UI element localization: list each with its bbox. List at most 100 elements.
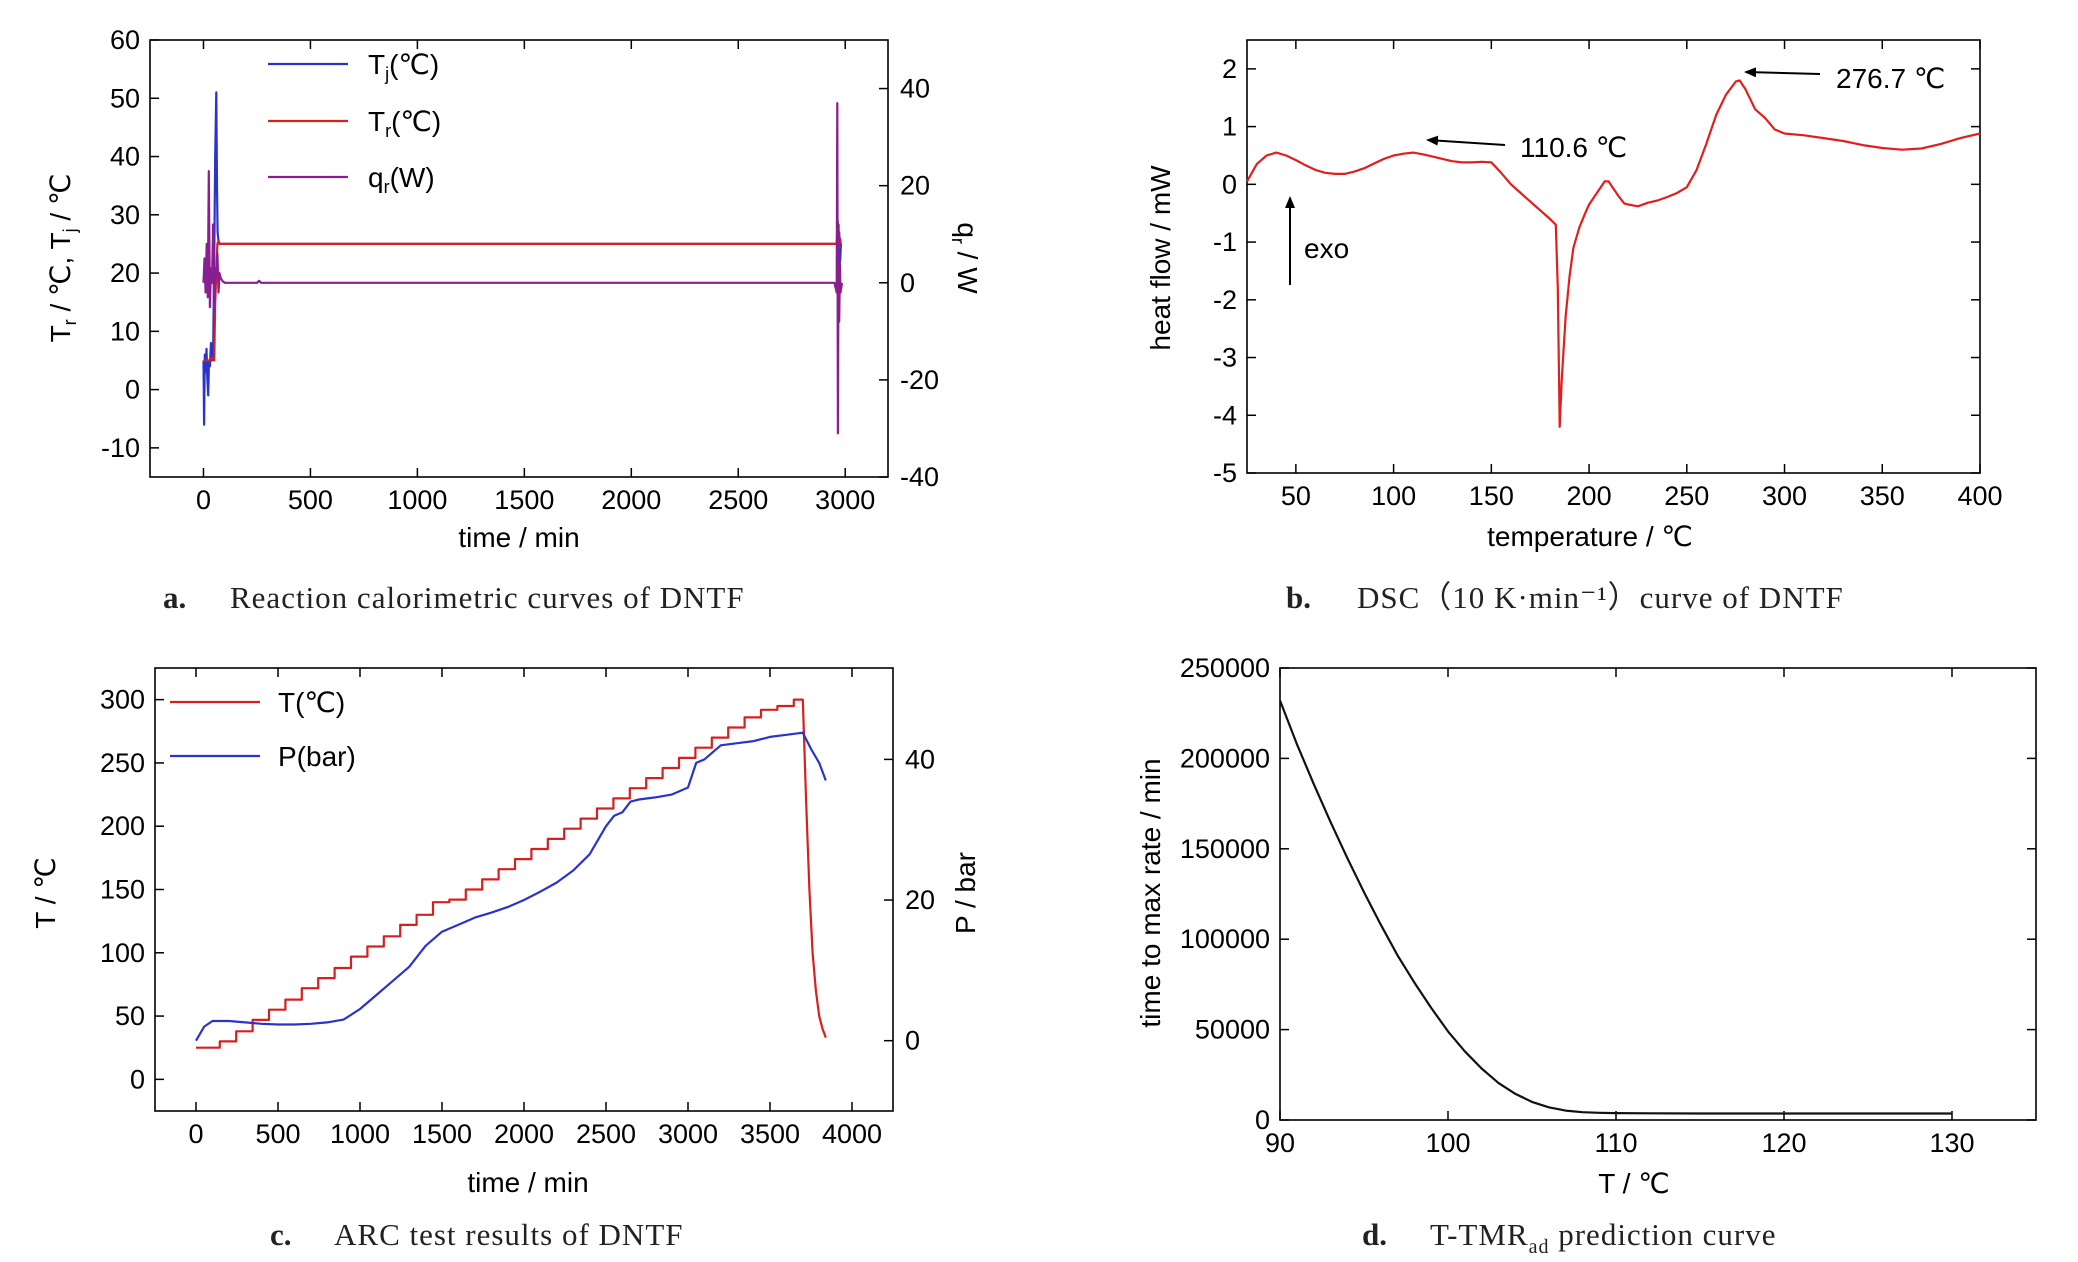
legend-label-tr: Tr(℃) (368, 106, 441, 141)
plot-frame (1246, 39, 1981, 474)
x-tick-label: 2000 (601, 485, 661, 515)
series-group (195, 698, 827, 1049)
x-tick-label: 110 (1594, 1128, 1637, 1158)
caption-letter: b. (1286, 580, 1311, 615)
y-tick-label: 100 (100, 938, 145, 968)
x-tick-label: 120 (1761, 1128, 1806, 1158)
series-line-t (196, 698, 827, 1049)
panel-c: 0 500 1000 1500 2000 2500 3000 3500 400005010015… (30, 667, 981, 1252)
y-tick-label: -10 (101, 433, 140, 463)
series-line-tr (203, 231, 842, 362)
y-tick-label: -2 (1213, 285, 1237, 315)
y-tick-label: 50 (115, 1001, 145, 1031)
x-tick-label: 3500 (740, 1119, 800, 1149)
legend-label-p: P(bar) (278, 741, 356, 772)
y2-tick-label: -20 (900, 365, 939, 395)
series-line-curve (1246, 79, 1981, 428)
annotations: 110.6 ℃ 276.7 ℃ exo (1285, 63, 1945, 285)
x-tick-label: 90 (1265, 1128, 1295, 1158)
series-line-qr-w (202, 102, 844, 435)
series-group (202, 91, 844, 435)
y-axis-label: Tr / ℃, Tj / ℃ (45, 174, 80, 343)
caption: T-TMRad prediction curve (1430, 1217, 1777, 1258)
y-tick-label: 30 (110, 200, 140, 230)
x-tick-label: 1500 (494, 485, 554, 515)
y-tick-label: -1 (1213, 227, 1237, 257)
y-tick-label: 200 (100, 811, 145, 841)
annotation-276: 276.7 ℃ (1836, 63, 1945, 94)
caption: ARC test results of DNTF (334, 1217, 684, 1252)
y-tick-label: -5 (1213, 458, 1237, 488)
x-tick-label: 2000 (494, 1119, 554, 1149)
x-tick-label: 3000 (815, 485, 875, 515)
x-tick-label: 350 (1860, 481, 1905, 511)
legend-label-t: T(℃) (278, 687, 345, 718)
y-tick-label: 0 (1255, 1105, 1270, 1135)
y-tick-label: 60 (110, 25, 140, 55)
x-tick-label: 2500 (708, 485, 768, 515)
x-tick-label: 500 (255, 1119, 300, 1149)
x-tick-label: 0 (188, 1119, 203, 1149)
x-axis-label: time / min (458, 522, 579, 553)
y2-axis-label: P / bar (950, 852, 981, 934)
series-group (1278, 700, 1952, 1115)
y-tick-label: 40 (110, 142, 140, 172)
y2-tick-label: 40 (905, 744, 935, 774)
x-tick-label: 250 (1664, 481, 1709, 511)
y-tick-label: 2 (1222, 54, 1237, 84)
x-tick-label: 4000 (822, 1119, 882, 1149)
x-axis-label: T / ℃ (1598, 1168, 1669, 1199)
x-tick-label: 1000 (330, 1119, 390, 1149)
y-tick-label: 250 (100, 748, 145, 778)
y-axis-label: time to max rate / min (1135, 758, 1166, 1027)
caption-letter: d. (1362, 1217, 1387, 1252)
y2-tick-label: 20 (905, 885, 935, 915)
legend: Tj(℃) Tr(℃) qr(W) (268, 49, 441, 197)
x-tick-label: 100 (1371, 481, 1416, 511)
panel-a: 0 500 1000 1500 2000 2500 3000 -10 0 10 20 30 40 50 60… (45, 25, 983, 615)
series-group (1246, 79, 1981, 428)
series-line-tj (202, 91, 842, 426)
y-tick-label: 150000 (1180, 834, 1270, 864)
panel-b: 50 100 150 200 250 300 350 400 -5 -4 -3 -2 -1 0 1 2 110… (1145, 39, 2003, 615)
ticks: 50 100 150 200 250 300 350 400 -5 -4 -3 -2 -1 0 1 2 (1213, 40, 2003, 511)
x-tick-label: 400 (1957, 481, 2002, 511)
caption: DSC（10 K·min⁻¹）curve of DNTF (1357, 580, 1844, 615)
y-tick-label: -4 (1213, 400, 1237, 430)
x-axis-label: time / min (467, 1167, 588, 1198)
y-axis-label: T / ℃ (30, 857, 61, 928)
y-tick-label: 50000 (1195, 1015, 1270, 1045)
ticks: 0 500 1000 1500 2000 2500 3000 -10 0 10 20 30 40 50 60… (101, 25, 939, 515)
x-tick-label: 1000 (387, 485, 447, 515)
annotation-110: 110.6 ℃ (1520, 132, 1627, 163)
plot-frame (1279, 667, 2037, 1121)
arrow-peak-276 (1744, 67, 1821, 78)
y-tick-label: 150 (100, 875, 145, 905)
x-tick-label: 200 (1567, 481, 1612, 511)
x-tick-label: 1500 (412, 1119, 472, 1149)
y-tick-label: 0 (1222, 169, 1237, 199)
y-tick-label: 250000 (1180, 653, 1270, 683)
y-tick-label: 300 (100, 685, 145, 715)
y-tick-label: 20 (110, 258, 140, 288)
x-tick-label: 300 (1762, 481, 1807, 511)
x-tick-label: 2500 (576, 1119, 636, 1149)
series-line-curve (1278, 700, 1952, 1115)
y2-tick-label: 0 (905, 1026, 920, 1056)
plot-frame (149, 39, 889, 478)
y2-tick-label: -40 (900, 462, 939, 492)
caption-letter: c. (270, 1217, 292, 1252)
arrow-peak-110 (1426, 135, 1506, 146)
legend-label-tj: Tj(℃) (368, 49, 439, 84)
y2-tick-label: 40 (900, 74, 930, 104)
y-axis-label: heat flow / mW (1145, 165, 1176, 351)
x-tick-label: 0 (196, 485, 211, 515)
x-tick-label: 150 (1469, 481, 1514, 511)
legend-label-qr: qr(W) (368, 162, 435, 197)
y-tick-label: 100000 (1180, 924, 1270, 954)
y-tick-label: -3 (1213, 343, 1237, 373)
y2-tick-label: 20 (900, 171, 930, 201)
caption-letter: a. (163, 580, 186, 615)
y-tick-label: 50 (110, 83, 140, 113)
